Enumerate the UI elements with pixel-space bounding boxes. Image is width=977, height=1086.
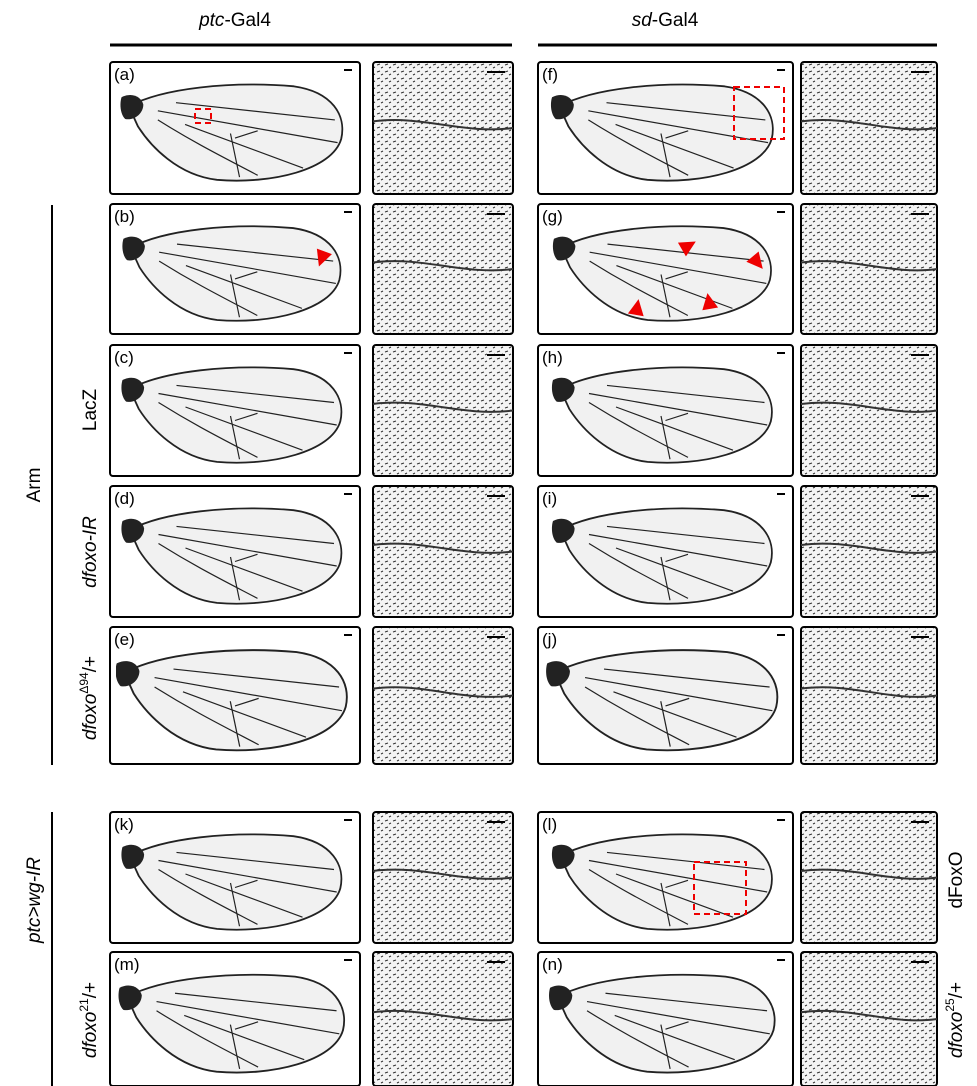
- panel: (b): [110, 204, 513, 334]
- panel: (g): [538, 204, 937, 334]
- panel-label: (k): [114, 815, 134, 834]
- panel-label: (f): [542, 65, 558, 84]
- base: dfoxo: [80, 694, 101, 740]
- panel: (c): [110, 345, 513, 476]
- zoom-frame: [801, 627, 937, 764]
- row-label: dFoxO: [946, 851, 967, 908]
- zoom-frame: [373, 486, 513, 617]
- zoom-frame: [801, 486, 937, 617]
- header: ptc-Gal4 sd-Gal4: [198, 10, 699, 31]
- base: dfoxo: [946, 1012, 967, 1058]
- panel: (l): [538, 812, 937, 943]
- row-label: ptc>wg-IR: [24, 857, 45, 944]
- zoom-frame: [801, 952, 937, 1086]
- sup: 25: [943, 998, 957, 1012]
- panel: (a): [110, 62, 513, 194]
- row-label: dfoxoΔ94/+: [77, 656, 101, 740]
- zoom-frame: [801, 204, 937, 334]
- panel-label: (c): [114, 348, 134, 367]
- zoom-frame: [373, 627, 513, 764]
- row-label: dfoxo-IR: [80, 516, 101, 588]
- panel-label: (b): [114, 207, 135, 226]
- row-label: LacZ: [80, 388, 101, 431]
- panel-label: (l): [542, 815, 557, 834]
- figure: ptc-Gal4 sd-Gal4 Arm LacZ dfoxo-IR dfoxo…: [0, 0, 977, 1086]
- panel: (i): [538, 486, 937, 617]
- zoom-frame: [373, 62, 513, 194]
- zoom-frame: [801, 345, 937, 476]
- panel-label: (m): [114, 955, 139, 974]
- zoom-frame: [801, 62, 937, 194]
- driver: -Gal4: [652, 10, 699, 31]
- panel-label: (h): [542, 348, 563, 367]
- driver: -Gal4: [224, 10, 271, 31]
- suffix: /+: [80, 982, 101, 998]
- panel: (h): [538, 345, 937, 476]
- zoom-frame: [801, 812, 937, 943]
- suffix: /+: [946, 982, 967, 998]
- gene: sd: [632, 10, 654, 31]
- base: dfoxo: [80, 1012, 101, 1058]
- panel: (f): [538, 62, 937, 194]
- panel: (m): [110, 952, 513, 1086]
- zoom-frame: [373, 345, 513, 476]
- row-label: dfoxo21/+: [77, 982, 101, 1058]
- panel: (d): [110, 486, 513, 617]
- panel-label: (i): [542, 489, 557, 508]
- panel: (j): [538, 627, 937, 764]
- zoom-frame: [373, 952, 513, 1086]
- zoom-frame: [373, 204, 513, 334]
- panel-label: (e): [114, 630, 135, 649]
- panel-label: (g): [542, 207, 563, 226]
- panel: (n): [538, 952, 937, 1086]
- gene: ptc: [198, 10, 225, 31]
- panel: (k): [110, 812, 513, 943]
- panel-label: (a): [114, 65, 135, 84]
- right-header: sd-Gal4: [632, 10, 699, 31]
- left-header: ptc-Gal4: [198, 10, 271, 31]
- row-label: Arm: [24, 468, 45, 503]
- panel-label: (n): [542, 955, 563, 974]
- panel: (e): [110, 627, 513, 764]
- sup: 21: [77, 998, 91, 1012]
- panel-label: (j): [542, 630, 557, 649]
- row-label: dfoxo25/+: [943, 982, 967, 1058]
- zoom-frame: [373, 812, 513, 943]
- suffix: /+: [80, 656, 101, 672]
- sup: Δ94: [77, 672, 91, 694]
- panel-label: (d): [114, 489, 135, 508]
